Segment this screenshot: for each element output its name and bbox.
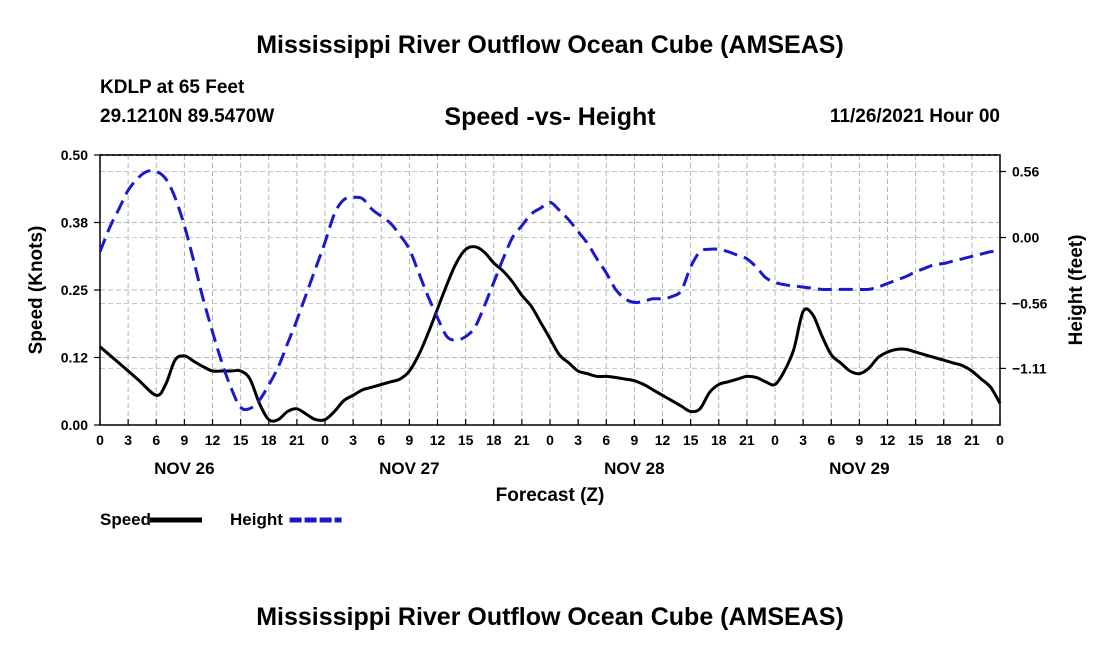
x-tick-label: 0	[321, 432, 329, 448]
y-tick-label: 0.38	[61, 215, 88, 231]
x-tick-label: 9	[855, 432, 863, 448]
x-axis-label: Forecast (Z)	[496, 485, 605, 506]
series-line-height	[98, 169, 1001, 412]
x-day-label: NOV 28	[604, 459, 664, 478]
x-tick-label: 15	[233, 432, 249, 448]
x-tick-label: 18	[261, 432, 277, 448]
x-tick-label: 6	[827, 432, 835, 448]
x-tick-label: 0	[96, 432, 104, 448]
legend-label-height: Height	[230, 510, 283, 529]
y2-tick-label: 0.56	[1012, 164, 1039, 180]
y-axis-label: Speed (Knots)	[26, 226, 47, 355]
chart: Speed -vs- Height 0 3 6 9 12 15 18 21 0 3 6 9 12 15 18 2…	[26, 103, 1087, 529]
x-tick-label: 21	[964, 432, 980, 448]
x-tick-label: 15	[908, 432, 924, 448]
x-tick-label: 9	[630, 432, 638, 448]
y2-tick-label: 0.00	[1012, 230, 1039, 246]
x-day-label: NOV 26	[154, 459, 214, 478]
x-tick-label: 21	[514, 432, 530, 448]
footer-title: Mississippi River Outflow Ocean Cube (AM…	[256, 603, 844, 631]
x-tick-label: 18	[936, 432, 952, 448]
y-tick-label: 0.25	[61, 282, 88, 298]
coordinates-label: 29.1210N 89.5470W	[100, 106, 275, 127]
y-tick-label: 0.00	[61, 417, 88, 433]
x-tick-label: 21	[289, 432, 305, 448]
x-tick-label: 3	[799, 432, 807, 448]
x-tick-label: 0	[996, 432, 1004, 448]
x-tick-label: 3	[349, 432, 357, 448]
x-tick-label: 15	[683, 432, 699, 448]
y2-tick-label: −1.11	[1012, 360, 1047, 376]
x-tick-label: 15	[458, 432, 474, 448]
x-tick-label: 9	[405, 432, 413, 448]
x-tick-label: 3	[574, 432, 582, 448]
x-tick-label: 21	[739, 432, 755, 448]
datetime-label: 11/26/2021 Hour 00	[829, 106, 1000, 127]
x-tick-label: 12	[205, 432, 221, 448]
legend-label-speed: Speed	[100, 510, 151, 529]
main-title: Mississippi River Outflow Ocean Cube (AM…	[256, 31, 844, 59]
y2-axis-label: Height (feet)	[1066, 235, 1087, 346]
x-tick-label: 12	[655, 432, 671, 448]
x-tick-label: 9	[180, 432, 188, 448]
y-tick-label: 0.50	[61, 147, 88, 163]
y-tick-label: 0.12	[61, 350, 88, 366]
x-tick-label: 3	[124, 432, 132, 448]
x-tick-label: 12	[430, 432, 446, 448]
x-day-label: NOV 27	[379, 459, 439, 478]
x-tick-label: 0	[771, 432, 779, 448]
station-label: KDLP at 65 Feet	[100, 77, 245, 98]
x-tick-label: 18	[486, 432, 502, 448]
chart-title: Speed -vs- Height	[444, 103, 656, 131]
x-tick-label: 0	[546, 432, 554, 448]
series-line-speed	[99, 245, 1002, 423]
x-tick-label: 18	[711, 432, 727, 448]
y2-tick-label: −0.56	[1012, 296, 1048, 312]
x-tick-label: 6	[602, 432, 610, 448]
x-tick-label: 12	[880, 432, 896, 448]
x-day-label: NOV 29	[829, 459, 889, 478]
x-tick-label: 6	[152, 432, 160, 448]
x-tick-label: 6	[377, 432, 385, 448]
